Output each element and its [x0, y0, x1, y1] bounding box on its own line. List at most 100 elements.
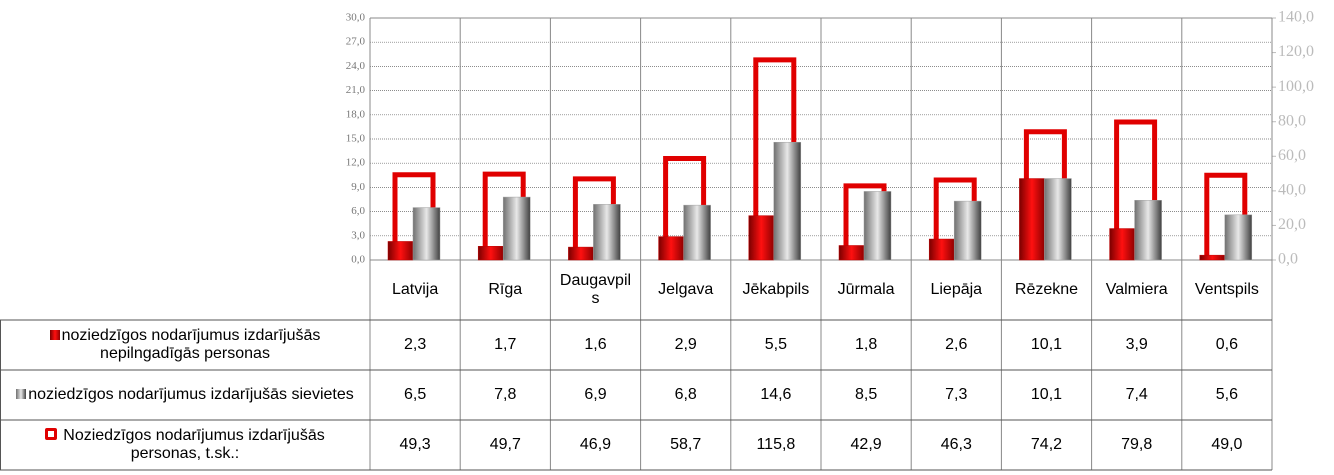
legend-text-wrap: Noziedzīgos nodarījumus izdarījušās pers… [8, 427, 362, 463]
legend-label: Noziedzīgos nodarījumus izdarījušās pers… [63, 427, 325, 462]
women-bar [863, 191, 892, 261]
table-value: 46,3 [911, 420, 1001, 470]
table-value: 5,6 [1182, 370, 1272, 420]
table-value: 10,1 [1001, 320, 1091, 370]
table-value: 1,7 [460, 320, 550, 370]
table-value: 6,5 [370, 370, 460, 420]
table-value: 7,4 [1092, 370, 1182, 420]
minor-bar [387, 241, 414, 261]
table-value-text: 1,6 [584, 336, 607, 353]
y2-tick-label: 100,0 [1278, 78, 1314, 95]
y2-tick-label: 20,0 [1278, 216, 1306, 233]
minor-bar [568, 246, 594, 261]
table-value-text: 49,7 [489, 436, 521, 453]
x-tick-label-text: Jelgava [658, 281, 714, 298]
table-value-text: 115,8 [756, 436, 796, 453]
legend-label: noziedzīgos nodarījumus izdarījušās siev… [28, 386, 354, 403]
women-bar [773, 141, 802, 261]
legend-swatch [45, 428, 58, 440]
table-value: 115,8 [731, 420, 821, 470]
table-value-text: 14,6 [760, 386, 792, 403]
women-bar [683, 204, 711, 261]
table-value-text: 5,5 [764, 336, 788, 353]
x-tick-label: Jelgava [641, 260, 731, 320]
women-bar [953, 200, 982, 261]
table-value-text: 6,9 [584, 386, 607, 403]
table-value: 42,9 [821, 420, 911, 470]
table-value-text: 49,3 [399, 436, 431, 453]
table-value-text: 79,8 [1121, 436, 1153, 453]
table-value: 49,3 [370, 420, 460, 470]
table-value: 58,7 [641, 420, 731, 470]
x-tick-label-text: Jēkabpils [742, 281, 810, 298]
table-value: 2,9 [641, 320, 731, 370]
legend-item: Noziedzīgos nodarījumus izdarījušās pers… [0, 420, 370, 470]
table-value-text: 46,9 [579, 436, 612, 453]
x-tick-label-text: Ventspils [1194, 281, 1259, 298]
table-value-text: 46,3 [940, 436, 972, 453]
women-bar [1134, 200, 1162, 261]
x-tick-label: Jēkabpils [731, 260, 821, 320]
legend-item: noziedzīgos nodarījumus izdarījušās siev… [0, 370, 370, 420]
legend-text-wrap: noziedzīgos nodarījumus izdarījušās siev… [16, 386, 354, 404]
table-value-text: 10,1 [1030, 386, 1063, 403]
table-value: 0,6 [1182, 320, 1272, 370]
table-value: 46,9 [550, 420, 640, 470]
y-tick-label: 3,0 [351, 229, 365, 241]
legend-swatch [16, 389, 27, 399]
x-tick-label-text: Latvija [391, 281, 439, 298]
table-value: 1,8 [821, 320, 911, 370]
x-tick-label-text: Rēzekne [1014, 281, 1079, 298]
y2-tick-label: 80,0 [1278, 112, 1306, 129]
table-value-text: 5,6 [1215, 386, 1239, 403]
table-value-text: 1,7 [494, 336, 517, 353]
minor-bar [1109, 228, 1135, 261]
table-value-text: 3,9 [1125, 336, 1148, 353]
x-tick-label-text: Rīga [488, 281, 523, 298]
table-value: 7,8 [460, 370, 550, 420]
table-value-text: 6,5 [403, 386, 427, 403]
y-tick-label: 24,0 [346, 60, 366, 72]
table-value: 74,2 [1001, 420, 1091, 470]
table-value-text: 2,3 [403, 336, 427, 353]
y-tick-label: 9,0 [351, 181, 365, 193]
women-bar [1044, 178, 1072, 261]
table-value: 14,6 [731, 370, 821, 420]
y2-tick-label: 40,0 [1278, 182, 1306, 199]
women-bar [502, 196, 531, 261]
table-value-text: 7,8 [494, 386, 517, 403]
table-value: 10,1 [1001, 370, 1091, 420]
women-bar [593, 204, 621, 261]
table-value-text: 2,6 [945, 336, 968, 353]
legend-text-wrap: noziedzīgos nodarījumus izdarījušās nepi… [8, 327, 362, 363]
table-value: 3,9 [1092, 320, 1182, 370]
y2-tick-label: 60,0 [1278, 147, 1306, 164]
y-tick-label: 27,0 [346, 36, 366, 48]
table-value-text: 7,3 [945, 386, 968, 403]
y-tick-label: 6,0 [351, 205, 365, 217]
table-value: 5,5 [731, 320, 821, 370]
table-value: 2,3 [370, 320, 460, 370]
table-value: 1,6 [550, 320, 640, 370]
minor-bar [928, 238, 955, 261]
table-value-text: 0,6 [1215, 336, 1239, 353]
y-tick-label: 21,0 [346, 84, 366, 96]
table-value: 79,8 [1092, 420, 1182, 470]
y-tick-label: 12,0 [346, 157, 366, 169]
total-bar [1114, 119, 1158, 260]
minor-bar [658, 236, 684, 261]
table-value-text: 74,2 [1030, 436, 1063, 453]
table-value-text: 58,7 [670, 436, 702, 453]
minor-bar [477, 246, 504, 261]
y2-tick-label: 140,0 [1278, 9, 1314, 26]
table-value-text: 7,4 [1125, 386, 1148, 403]
table-value-text: 2,9 [674, 336, 697, 353]
table-value-text: 49,0 [1211, 436, 1243, 453]
x-tick-label-text: Daugavpils [559, 272, 632, 307]
table-value: 2,6 [911, 320, 1001, 370]
table-value-text: 1,8 [854, 336, 878, 353]
x-tick-label: Ventspils [1182, 260, 1272, 320]
y-tick-label: 30,0 [346, 12, 366, 24]
